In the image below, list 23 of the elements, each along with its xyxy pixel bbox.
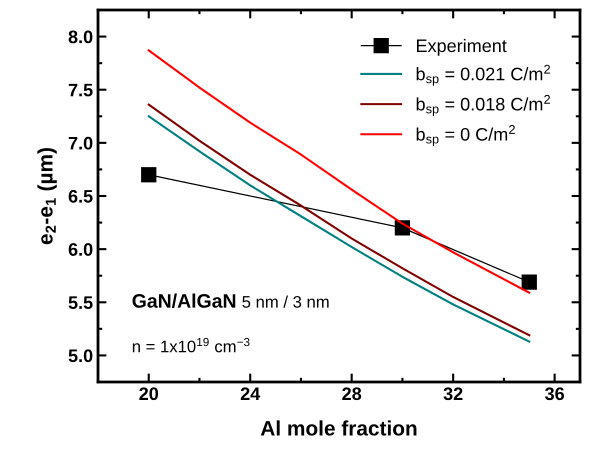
x-tick-label: 28: [342, 387, 362, 400]
y-tick-label: 6.5: [68, 190, 93, 203]
legend-label: b$_{sp}$ = 0 C/m$^{2}$: [416, 125, 515, 146]
x-tick-label: 36: [545, 387, 564, 400]
y-tick-label: 7.5: [68, 84, 93, 96]
legend-label: b$_{sp}$ = 0.018 C/m$^{2}$: [416, 94, 550, 116]
y-tick-label: 5.0: [68, 349, 92, 362]
annotation: n = 1x10$^{19}$ cm$^{−3}$: [132, 338, 250, 352]
x-tick-label: 32: [444, 387, 462, 400]
x-axis-title: Al mole fraction: [260, 420, 416, 436]
x-tick-label: 24: [240, 387, 260, 400]
annotation: GaN/AlGaN: [132, 294, 236, 308]
annotation: 5 nm / 3 nm: [242, 296, 329, 308]
point: [522, 274, 537, 290]
x-tick-label: 20: [139, 387, 158, 400]
legend-label: Experiment: [416, 38, 507, 56]
y-tick-label: 8.0: [68, 30, 92, 44]
y-tick-label: 5.5: [68, 296, 93, 310]
legend-label: b$_{sp}$ = 0.021 C/m$^{2}$: [416, 64, 550, 86]
y-tick-label: 6.0: [68, 243, 92, 256]
y-tick-label: 7.0: [68, 136, 92, 150]
point: [141, 167, 156, 182]
y-axis-title: e$_{2}$-e$_{1}$ (µm): [37, 148, 57, 244]
